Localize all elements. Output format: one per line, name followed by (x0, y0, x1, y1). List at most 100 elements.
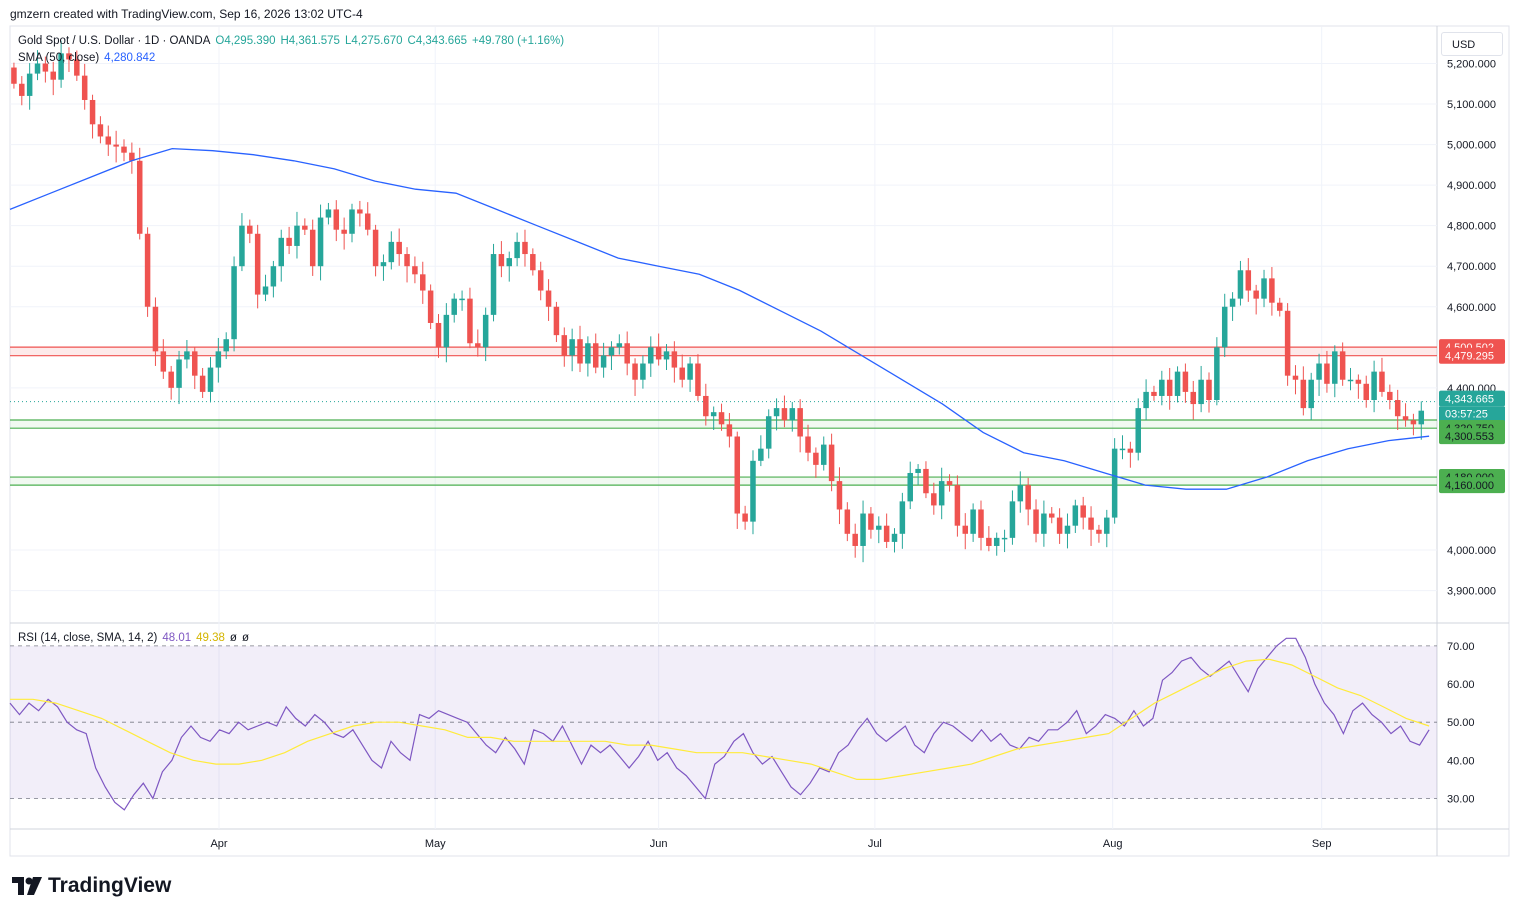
candle-body (357, 209, 363, 214)
rsi-label[interactable]: RSI (14, close, SMA, 14, 2) (18, 632, 158, 644)
candle-body (954, 485, 961, 526)
candle-body (962, 525, 969, 534)
candle-body (302, 225, 308, 230)
candle-body (372, 229, 379, 267)
candle-body (1033, 509, 1039, 534)
candle-body (247, 225, 253, 234)
rsi-extra-value: ø (229, 632, 237, 644)
candle-body (632, 363, 638, 380)
candle-body (1135, 408, 1141, 453)
candle-body (1096, 529, 1102, 534)
candle-body (624, 343, 630, 364)
currency-button[interactable]: USD (1441, 32, 1503, 56)
brand-name: TradingView (48, 874, 172, 897)
axis-layer: 5,200.000 5,100.000 5,000.000 4,900.000 4,80… (210, 58, 1495, 850)
tradingview-logo-icon (12, 877, 42, 895)
countdown-label: 03:57:25 (1445, 409, 1488, 421)
candle-body (1245, 270, 1252, 291)
price-marker-box (1439, 477, 1505, 494)
candle-body (742, 513, 748, 522)
candle-body (1064, 525, 1071, 534)
time-tick-label: Jul (868, 838, 882, 850)
candle-body (1190, 391, 1197, 405)
candle-body (121, 146, 127, 153)
candle-body (459, 298, 465, 301)
candle-body (946, 481, 953, 486)
candle-body (89, 99, 96, 125)
price-marker: 4,300.553 (1439, 428, 1505, 445)
candle-body (687, 363, 693, 380)
candle-body (899, 501, 906, 534)
candle-body (396, 241, 402, 255)
candle-body (1088, 517, 1094, 530)
candle-body (42, 63, 49, 72)
candle-body (758, 448, 764, 461)
price-marker: 4,343.665 03:57:25 (1439, 390, 1505, 422)
candle-body (435, 322, 442, 348)
sma-legend: SMA (50, close) 4,280.842 (18, 52, 160, 64)
candle-body (152, 306, 159, 352)
candle-body (1080, 505, 1086, 518)
candle-body (569, 339, 575, 356)
rsi-extra-value-2: ø (241, 632, 249, 644)
candle-body (592, 343, 599, 368)
candle-body (231, 266, 237, 340)
price-tick-label: 4,800.000 (1447, 221, 1496, 233)
price-legend: Gold Spot / U.S. Dollar · 1D · OANDA O4,2… (18, 35, 569, 47)
candle-body (199, 375, 206, 392)
candle-body (537, 270, 544, 291)
candle-body (286, 237, 292, 246)
candle-body (1355, 379, 1362, 384)
candle-body (26, 73, 33, 96)
price-tick-label: 3,900.000 (1447, 586, 1496, 598)
candle-body (309, 229, 316, 267)
candle-body (600, 355, 607, 368)
candle-body (11, 67, 17, 84)
candle-body (404, 254, 410, 267)
candle-body (718, 412, 725, 425)
candle-body (1119, 448, 1126, 451)
candle-body (852, 533, 858, 546)
candle-body (789, 408, 796, 421)
candle-body (475, 343, 481, 348)
candle-body (703, 395, 709, 417)
candle-body (1316, 363, 1322, 380)
candle-body (1048, 513, 1055, 518)
candle-body (113, 144, 119, 147)
rsi-ma-value: 49.38 (196, 632, 225, 644)
time-tick-label: Jun (650, 838, 668, 850)
candle-body (986, 537, 992, 546)
symbol-title[interactable]: Gold Spot / U.S. Dollar · 1D · OANDA (18, 35, 211, 47)
rsi-tick-label: 60.00 (1447, 679, 1475, 691)
brand-logo: TradingView (12, 874, 171, 898)
candle-body (931, 493, 937, 506)
candle-body (648, 347, 654, 364)
candle-body (663, 351, 670, 360)
candle-body (655, 347, 662, 360)
chart-border (9, 25, 1510, 857)
candle-body (1347, 379, 1354, 382)
candle-body (561, 335, 568, 356)
candle-body (1143, 391, 1149, 409)
rsi-value: 48.01 (162, 632, 192, 644)
sma-label[interactable]: SMA (50, close) (18, 52, 100, 64)
candle-body (1072, 505, 1079, 526)
candle-body (883, 525, 890, 542)
candle-body (81, 75, 88, 100)
candle-body (50, 71, 56, 80)
candle-body (522, 241, 528, 255)
candle-body (506, 258, 513, 267)
candle-body (891, 533, 898, 542)
candle-body (1229, 298, 1236, 307)
candle-body (679, 367, 685, 380)
snapshot-caption: gmzern created with TradingView.com, Sep… (10, 7, 363, 21)
sma-line (9, 147, 1430, 490)
candle-body (294, 225, 300, 246)
candle-body (490, 254, 497, 315)
candle-body (514, 241, 520, 259)
candle-body (820, 444, 827, 465)
candle-body (97, 124, 104, 137)
candle-body (215, 351, 222, 368)
candle-body (443, 314, 450, 348)
